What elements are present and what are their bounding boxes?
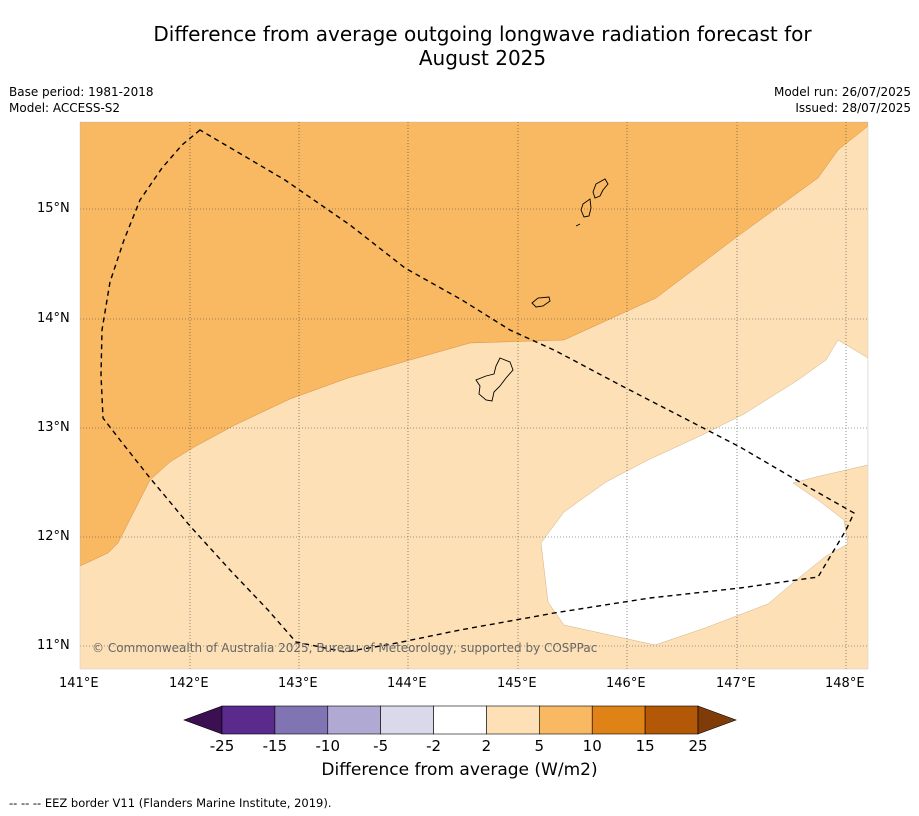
colorbar-tick-label: 2 xyxy=(481,737,492,755)
lon-tick-143: 143°E xyxy=(278,676,318,691)
island-aguijan xyxy=(575,223,581,227)
colorbar-extend-high xyxy=(697,705,737,735)
lat-tick-13: 13°N xyxy=(37,420,70,435)
colorbar xyxy=(183,705,737,735)
anomaly-region-neutral xyxy=(540,339,868,646)
title-line-1: Difference from average outgoing longwav… xyxy=(153,22,812,46)
lon-tick-144: 144°E xyxy=(387,676,427,691)
lon-tick-142: 142°E xyxy=(169,676,209,691)
model-name: Model: ACCESS-S2 xyxy=(9,101,121,115)
island-rota xyxy=(531,296,551,308)
gridlines xyxy=(80,122,868,669)
meta-right: Model run: 26/07/2025 Issued: 28/07/2025 xyxy=(774,84,911,116)
lon-tick-148: 148°E xyxy=(825,676,865,691)
colorbar-segment xyxy=(591,705,646,735)
lat-tick-14: 14°N xyxy=(37,311,70,326)
colorbar-segment xyxy=(644,705,699,735)
lon-tick-141: 141°E xyxy=(59,676,99,691)
lat-tick-11: 11°N xyxy=(37,638,70,653)
chart-title: Difference from average outgoing longwav… xyxy=(0,22,919,70)
colorbar-segment xyxy=(539,705,593,735)
lon-tick-146: 146°E xyxy=(606,676,646,691)
lat-tick-12: 12°N xyxy=(37,529,70,544)
colorbar-segment xyxy=(327,705,381,735)
colorbar-segment xyxy=(486,705,540,735)
colorbar-tick-label: 5 xyxy=(534,737,545,755)
colorbar-extend-low xyxy=(183,705,223,735)
colorbar-tick-label: -25 xyxy=(209,737,235,755)
island-tinian xyxy=(580,198,592,218)
copyright-text: © Commonwealth of Australia 2025, Bureau… xyxy=(92,641,598,655)
colorbar-tick-label: 10 xyxy=(582,737,602,755)
island-guam xyxy=(475,357,514,402)
colorbar-tick-label: -10 xyxy=(315,737,341,755)
colorbar-segment xyxy=(274,705,329,735)
footnote: -- -- -- EEZ border V11 (Flanders Marine… xyxy=(9,796,332,810)
colorbar-tick-label: -2 xyxy=(426,737,442,755)
model-run: Model run: 26/07/2025 xyxy=(773,85,911,99)
colorbar-tick-label: 15 xyxy=(635,737,655,755)
lat-tick-15: 15°N xyxy=(37,201,70,216)
colorbar-segment xyxy=(380,705,434,735)
lon-tick-145: 145°E xyxy=(497,676,537,691)
lon-tick-147: 147°E xyxy=(716,676,756,691)
meta-left: Base period: 1981-2018 Model: ACCESS-S2 xyxy=(9,84,154,116)
island-outlines xyxy=(475,178,609,402)
island-saipan xyxy=(592,178,609,199)
anomaly-region-5-10 xyxy=(80,122,868,567)
colorbar-label: Difference from average (W/m2) xyxy=(321,760,598,780)
colorbar-segment xyxy=(221,705,276,735)
colorbar-tick-label: 25 xyxy=(688,737,708,755)
colorbar-tick-label: -5 xyxy=(373,737,389,755)
issued-date: Issued: 28/07/2025 xyxy=(795,101,911,115)
map-frame xyxy=(79,121,869,670)
title-line-2: August 2025 xyxy=(418,46,547,70)
colorbar-segment xyxy=(433,705,487,735)
base-period: Base period: 1981-2018 xyxy=(9,85,154,99)
colorbar-tick-label: -15 xyxy=(262,737,288,755)
